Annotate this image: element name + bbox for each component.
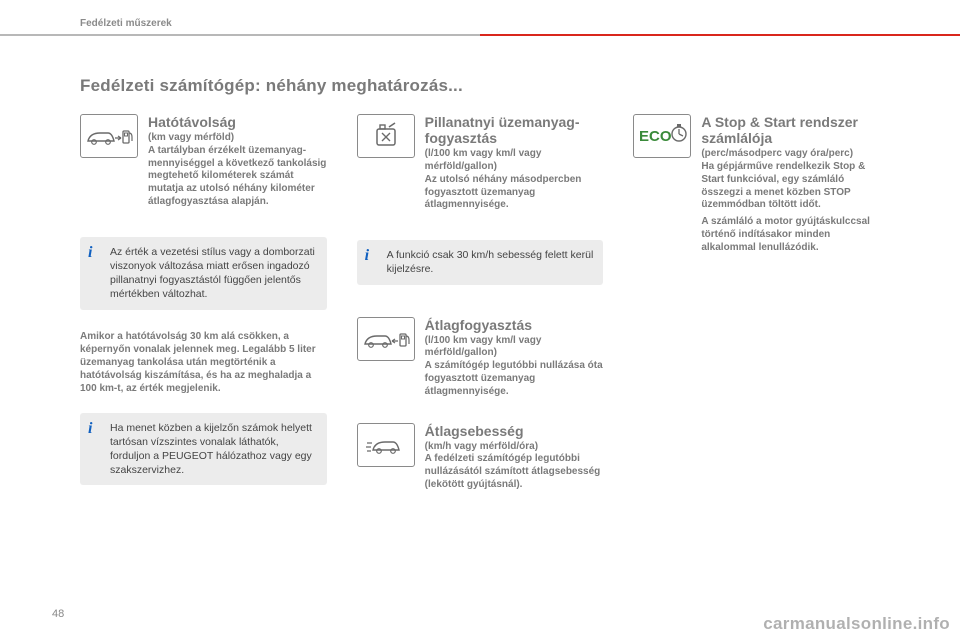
range-body: A tartályban érzékelt üzemanyag-mennyisé… bbox=[148, 145, 327, 209]
info-style-text: Az érték a vezetési stílus vagy a dombor… bbox=[110, 245, 317, 302]
fuel-can-icon bbox=[357, 114, 415, 158]
stopstart-body2: A számláló a motor gyújtáskulccsal törté… bbox=[701, 216, 880, 254]
range-block: Hatótávolság (km vagy mérföld) A tartály… bbox=[80, 114, 327, 209]
stopstart-unit: (perc/másodperc vagy óra/perc) bbox=[701, 148, 880, 161]
info-speed-text: A funkció csak 30 km/h sebesség felett k… bbox=[387, 248, 594, 276]
instant-consumption-block: Pillanatnyi üzemanyag-fogyasztás (l/100 … bbox=[357, 114, 604, 212]
column-3: ECO A Stop & Start rendszer számlálója (… bbox=[633, 114, 880, 506]
stopstart-heading: A Stop & Start rendszer számlálója bbox=[701, 114, 880, 146]
eco-clock-icon: ECO bbox=[633, 114, 691, 158]
page-number: 48 bbox=[52, 608, 64, 620]
avg-speed-unit: (km/h vagy mérföld/óra) bbox=[425, 441, 604, 454]
range-unit: (km vagy mérföld) bbox=[148, 132, 327, 145]
stop-start-block: ECO A Stop & Start rendszer számlálója (… bbox=[633, 114, 880, 255]
info-icon: i bbox=[365, 248, 379, 276]
svg-text:ECO: ECO bbox=[639, 128, 672, 145]
avg-cons-body: A számítógép legutóbbi nullázása óta fog… bbox=[425, 360, 604, 398]
range-paragraph: Amikor a hatótávolság 30 km alá csökken,… bbox=[80, 330, 327, 395]
watermark: carmanualsonline.info bbox=[763, 614, 950, 634]
info-icon: i bbox=[88, 421, 102, 478]
info-service-text: Ha menet közben a kijelzőn számok helyet… bbox=[110, 421, 317, 478]
info-speed-box: i A funkció csak 30 km/h sebesség felett… bbox=[357, 240, 604, 284]
stopstart-body1: Ha gépjárműve rendelkezik Stop & Start f… bbox=[701, 161, 880, 212]
column-2: Pillanatnyi üzemanyag-fogyasztás (l/100 … bbox=[357, 114, 604, 506]
avg-speed-heading: Átlagsebesség bbox=[425, 423, 604, 439]
info-icon: i bbox=[88, 245, 102, 302]
avg-cons-heading: Átlagfogyasztás bbox=[425, 317, 604, 333]
avg-consumption-block: Átlagfogyasztás (l/100 km vagy km/l vagy… bbox=[357, 317, 604, 399]
instant-unit: (l/100 km vagy km/l vagy mérföld/gallon) bbox=[425, 148, 604, 174]
info-service-box: i Ha menet közben a kijelzőn számok hely… bbox=[80, 413, 327, 486]
instant-heading: Pillanatnyi üzemanyag-fogyasztás bbox=[425, 114, 604, 146]
car-speed-icon bbox=[357, 423, 415, 467]
chapter-label: Fedélzeti műszerek bbox=[80, 18, 172, 29]
top-rule bbox=[0, 34, 960, 36]
pump-to-car-icon bbox=[357, 317, 415, 361]
range-heading: Hatótávolság bbox=[148, 114, 327, 130]
avg-speed-block: Átlagsebesség (km/h vagy mérföld/óra) A … bbox=[357, 423, 604, 492]
page-title: Fedélzeti számítógép: néhány meghatározá… bbox=[80, 76, 880, 96]
info-style-box: i Az érték a vezetési stílus vagy a domb… bbox=[80, 237, 327, 310]
column-1: Hatótávolság (km vagy mérföld) A tartály… bbox=[80, 114, 327, 506]
car-to-pump-icon bbox=[80, 114, 138, 158]
avg-speed-body: A fedélzeti számítógép legutóbbi nullázá… bbox=[425, 453, 604, 491]
avg-cons-unit: (l/100 km vagy km/l vagy mérföld/gallon) bbox=[425, 335, 604, 361]
instant-body: Az utolsó néhány másodpercben fogyasztot… bbox=[425, 174, 604, 212]
